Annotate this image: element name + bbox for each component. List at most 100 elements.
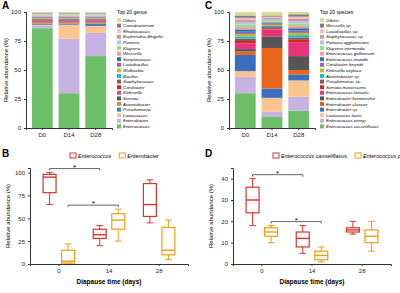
median	[315, 255, 328, 256]
whisker	[252, 179, 253, 188]
tick-mark	[362, 264, 363, 266]
legend-swatch	[355, 153, 361, 158]
legend-swatch	[320, 52, 324, 56]
bar-segment	[32, 16, 53, 18]
legend-label: Enterococcus casseliflavus	[281, 153, 347, 159]
tick-mark	[231, 179, 233, 180]
panel: 0255075100D0D14D28Relative abundance (%)…	[2, 0, 163, 138]
bar-segment	[262, 20, 283, 21]
bar-segment	[262, 36, 283, 48]
legend-swatch	[320, 74, 324, 78]
bar-segment	[262, 22, 283, 23]
bar-segment	[288, 70, 309, 75]
bar-segment	[288, 56, 309, 70]
bar-segment	[235, 93, 256, 128]
axis-line	[31, 265, 189, 267]
x-axis-title: Diapause time (days)	[76, 278, 141, 286]
bar-segment	[32, 15, 53, 17]
legend-label: Kluyvera	[123, 46, 141, 51]
bar-segment	[262, 19, 283, 20]
median	[365, 236, 378, 237]
tick-label: D28	[90, 132, 102, 138]
legend-swatch	[320, 124, 324, 128]
box	[162, 227, 175, 254]
whisker	[321, 247, 322, 251]
tick-mark	[231, 221, 233, 222]
bar-segment	[288, 14, 309, 16]
bar-segment	[235, 27, 256, 29]
whisker-cap	[147, 222, 153, 223]
tick: 100	[15, 170, 30, 176]
tick: 50	[14, 67, 26, 73]
panel-label: D	[205, 148, 212, 159]
tick-label: 14	[309, 268, 316, 274]
bar-segment	[235, 77, 256, 93]
median	[162, 250, 175, 251]
legend-swatch	[117, 119, 121, 123]
tick: 0	[221, 125, 229, 131]
legend-label: Pseudomonas sp.	[326, 79, 361, 84]
legend-label: Enterobacter sp.	[326, 107, 358, 112]
bar-segment	[235, 41, 256, 43]
bar-segment	[288, 26, 309, 28]
legend-label: Enterococcus mundtii	[326, 57, 369, 62]
legend-label: Staphylococcus sp.	[326, 34, 364, 39]
tick-label: 50	[217, 67, 224, 73]
bar-segment	[288, 24, 309, 26]
tick-mark	[28, 241, 30, 242]
panel: 0255075100D0D14D28Relative abundance (%)…	[205, 0, 380, 138]
box	[43, 174, 56, 192]
bar-segment	[59, 19, 80, 21]
tick-label: 30	[221, 197, 228, 203]
bar-segment	[288, 28, 309, 30]
tick: 0	[22, 261, 30, 267]
bar-segment	[235, 25, 256, 27]
tick-label: 100	[214, 9, 225, 15]
legend-label: Citrobacter	[123, 85, 145, 90]
box	[265, 228, 278, 237]
legend-label: Enterococcus gallinarum	[326, 51, 374, 56]
tick-mark	[95, 128, 96, 130]
whisker-cap	[46, 204, 52, 205]
legend-label: Serratia	[123, 96, 139, 101]
legend-swatch	[117, 108, 121, 112]
bar-segment	[85, 19, 106, 21]
legend-swatch	[320, 46, 324, 50]
axis-line	[28, 169, 31, 265]
legend-swatch	[320, 68, 324, 72]
bar-segment	[288, 17, 309, 19]
box	[346, 228, 359, 232]
legend-swatch	[320, 57, 324, 61]
whisker	[168, 220, 169, 227]
legend-label: Weissella sp.	[326, 23, 352, 28]
tick-mark	[24, 41, 26, 42]
tick-mark	[28, 195, 30, 196]
y-axis-title: Relative abundance (%)	[208, 184, 214, 248]
tick: 75	[217, 38, 229, 44]
tick-mark	[298, 128, 299, 130]
bar-segment	[262, 116, 283, 128]
panel-label: B	[2, 148, 9, 159]
tick-label: 10	[221, 240, 228, 246]
y-axis-title: Relative abundance (%)	[206, 38, 212, 102]
box	[365, 230, 378, 243]
x-axis: 01428	[234, 264, 392, 274]
bar-segment	[85, 13, 106, 15]
bar-segment	[32, 21, 53, 22]
tick-label: 25	[217, 96, 224, 102]
box	[296, 232, 309, 247]
bar-segment	[262, 112, 283, 117]
bar-segment	[59, 18, 80, 20]
legend-label: Escherichia-Shigella	[123, 34, 163, 39]
median	[246, 199, 259, 200]
tick-mark	[227, 99, 229, 100]
whisker	[302, 247, 303, 253]
axis-line	[231, 169, 234, 265]
y-axis-title: Relative abundance (%)	[3, 38, 9, 102]
bar-segment	[85, 16, 106, 18]
median	[296, 238, 309, 239]
tick: 100	[11, 9, 26, 15]
legend-label: Acinetobacter	[122, 102, 150, 107]
bar-segment	[85, 33, 106, 56]
panel-label: A	[2, 0, 9, 11]
